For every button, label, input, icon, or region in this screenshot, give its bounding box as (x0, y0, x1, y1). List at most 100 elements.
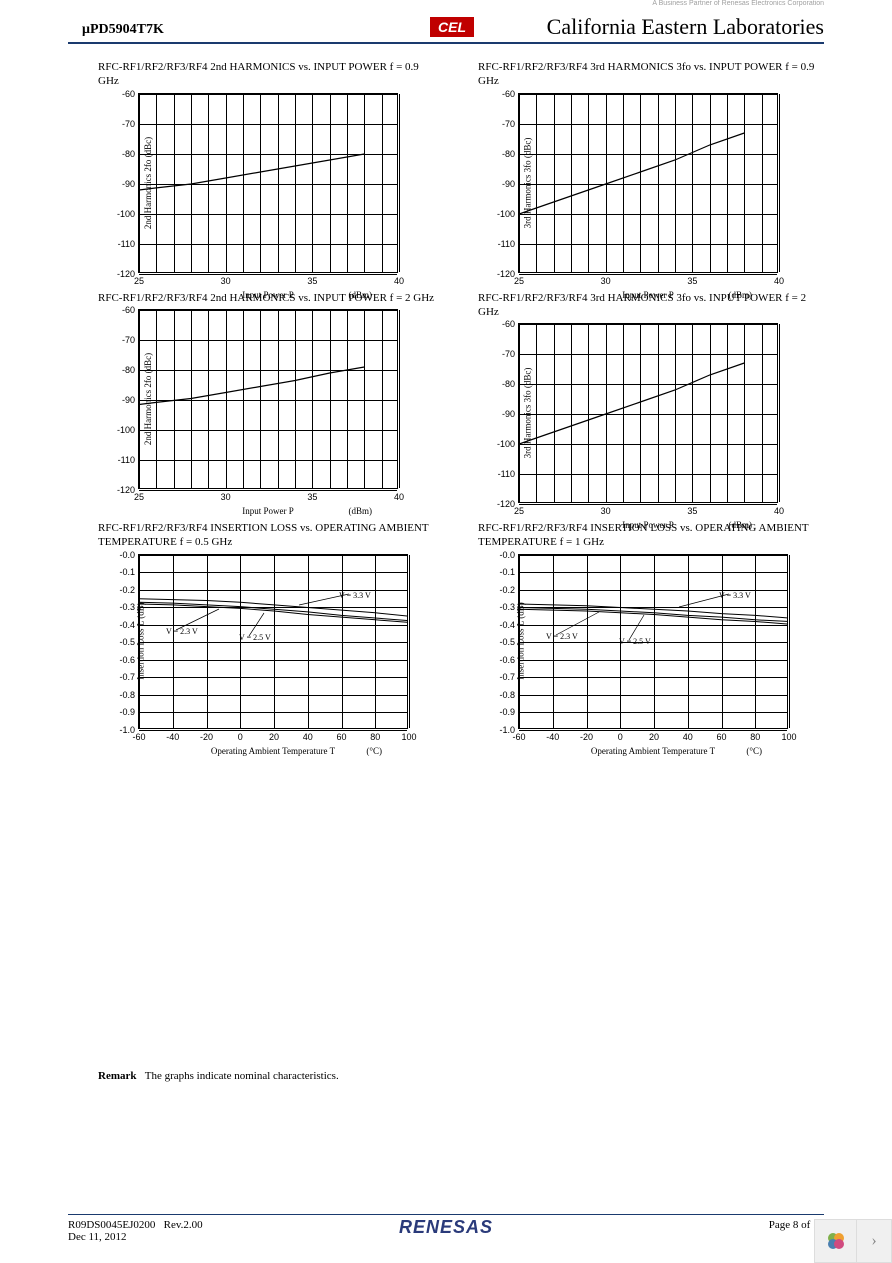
xtick-label: -20 (580, 728, 593, 742)
chart-box: -120-110-100-90-80-70-6025303540Input Po… (138, 309, 438, 489)
chart-c3: RFC-RF1/RF2/RF3/RF4 2nd HARMONICS vs. IN… (98, 291, 438, 504)
plot-area: -1.0-0.9-0.8-0.7-0.6-0.5-0.4-0.3-0.2-0.1… (138, 554, 408, 729)
remark-label: Remark (98, 1070, 137, 1082)
xtick-label: 20 (649, 728, 659, 742)
chart-row-1: RFC-RF1/RF2/RF3/RF4 2nd HARMONICS vs. IN… (98, 60, 818, 273)
ytick-label: -110 (498, 239, 519, 249)
ytick-label: -0.0 (119, 550, 139, 560)
xtick-label: 40 (683, 728, 693, 742)
ytick-label: -0.9 (499, 707, 519, 717)
ytick-label: -0.8 (119, 690, 139, 700)
ytick-label: -0.2 (119, 585, 139, 595)
renesas-logo-icon: RENESAS (399, 1217, 493, 1237)
plot-area: -120-110-100-90-80-70-6025303540Input Po… (518, 93, 778, 273)
ytick-label: -0.1 (119, 567, 139, 577)
chart-title: RFC-RF1/RF2/RF3/RF4 2nd HARMONICS vs. IN… (98, 291, 438, 305)
corner-next-icon[interactable]: › (857, 1220, 891, 1262)
chart-box: -120-110-100-90-80-70-6025303540Input Po… (518, 323, 818, 503)
xtick-label: 80 (750, 728, 760, 742)
annotation-lines (519, 555, 787, 728)
remark: Remark The graphs indicate nominal chara… (98, 1070, 339, 1082)
corner-flower-icon[interactable] (815, 1220, 857, 1262)
series-svg (519, 555, 787, 728)
page-footer: R09DS0045EJ0200 Rev.2.00 Dec 11, 2012 RE… (68, 1214, 824, 1243)
chart-c5: RFC-RF1/RF2/RF3/RF4 INSERTION LOSS vs. O… (98, 521, 438, 729)
chart-row-3: RFC-RF1/RF2/RF3/RF4 INSERTION LOSS vs. O… (98, 521, 818, 729)
doc-id: R09DS0045EJ0200 (68, 1219, 155, 1231)
mu-symbol: μ (82, 22, 90, 37)
chart-title: RFC-RF1/RF2/RF3/RF4 3rd HARMONICS 3fo vs… (478, 291, 818, 320)
xtick-label: 80 (370, 728, 380, 742)
annotation-label: V = 2.5 V (619, 637, 651, 646)
xlabel-unit: (°C) (366, 746, 382, 756)
data-series (519, 604, 787, 618)
ytick-label: -80 (502, 149, 519, 159)
chart-box: -120-110-100-90-80-70-6025303540Input Po… (138, 93, 438, 273)
chart-row-2: RFC-RF1/RF2/RF3/RF4 2nd HARMONICS vs. IN… (98, 291, 818, 504)
ytick-label: -110 (498, 469, 519, 479)
xtick-label: -40 (166, 728, 179, 742)
ytick-label: -0.9 (119, 707, 139, 717)
footer-left: R09DS0045EJ0200 Rev.2.00 Dec 11, 2012 (68, 1219, 203, 1243)
ylabel: 3rd Harmonics 3fo (dBc) (522, 368, 532, 459)
remark-text: The graphs indicate nominal characterist… (145, 1070, 339, 1082)
chart-c2: RFC-RF1/RF2/RF3/RF4 3rd HARMONICS 3fo vs… (478, 60, 818, 273)
annotation-label: V = 2.5 V (239, 633, 271, 642)
xtick-label: 20 (269, 728, 279, 742)
corner-widget[interactable]: › (814, 1219, 892, 1263)
xtick-label: -20 (200, 728, 213, 742)
xlabel-unit: (°C) (746, 746, 762, 756)
xtick-label: 30 (221, 272, 231, 286)
chart-box: -1.0-0.9-0.8-0.7-0.6-0.5-0.4-0.3-0.2-0.1… (518, 554, 818, 729)
ylabel: 2nd Harmonics 2fo (dBc) (143, 136, 153, 228)
chart-title: RFC-RF1/RF2/RF3/RF4 3rd HARMONICS 3fo vs… (478, 60, 818, 89)
xtick-label: 0 (618, 728, 623, 742)
xtick-label: 30 (221, 488, 231, 502)
data-series (519, 609, 787, 624)
xtick-label: 35 (687, 272, 697, 286)
chart-box: -120-110-100-90-80-70-6025303540Input Po… (518, 93, 818, 273)
xtick-label: -40 (546, 728, 559, 742)
footer-center: RENESAS (399, 1217, 493, 1238)
xtick-label: 35 (687, 502, 697, 516)
annotation-label: V = 3.3 V (339, 591, 371, 600)
cel-company-name: California Eastern Laboratories (547, 14, 824, 40)
xtick-label: 30 (601, 272, 611, 286)
data-series (519, 607, 787, 621)
ytick-label: -90 (502, 179, 519, 189)
ytick-label: -100 (497, 209, 519, 219)
ylabel: 3rd Harmonics 3fo (dBc) (522, 137, 532, 228)
ytick-label: -100 (497, 439, 519, 449)
chart-c6: RFC-RF1/RF2/RF3/RF4 INSERTION LOSS vs. O… (478, 521, 818, 729)
ytick-label: -60 (502, 319, 519, 329)
xtick-label: 25 (514, 272, 524, 286)
ytick-label: -70 (502, 119, 519, 129)
chart-title: RFC-RF1/RF2/RF3/RF4 2nd HARMONICS vs. IN… (98, 60, 438, 89)
plot-area: -120-110-100-90-80-70-6025303540Input Po… (518, 323, 778, 503)
series-svg (139, 555, 407, 728)
page: μPD5904T7K A Business Partner of Renesas… (68, 0, 824, 1263)
xtick-label: 40 (394, 272, 404, 286)
xtick-label: 35 (307, 488, 317, 502)
series-svg (519, 324, 777, 502)
chart-c1: RFC-RF1/RF2/RF3/RF4 2nd HARMONICS vs. IN… (98, 60, 438, 273)
chart-box: -1.0-0.9-0.8-0.7-0.6-0.5-0.4-0.3-0.2-0.1… (138, 554, 438, 729)
series-svg (139, 94, 397, 272)
plot-area: -120-110-100-90-80-70-6025303540Input Po… (138, 309, 398, 489)
xtick-label: 40 (394, 488, 404, 502)
ytick-label: -110 (118, 239, 139, 249)
chart-title: RFC-RF1/RF2/RF3/RF4 INSERTION LOSS vs. O… (478, 521, 818, 550)
xtick-label: 60 (336, 728, 346, 742)
xtick-label: 30 (601, 502, 611, 516)
charts-grid: RFC-RF1/RF2/RF3/RF4 2nd HARMONICS vs. IN… (98, 60, 818, 747)
annotation-label: V = 3.3 V (719, 591, 751, 600)
xtick-label: 40 (774, 502, 784, 516)
chart-title: RFC-RF1/RF2/RF3/RF4 INSERTION LOSS vs. O… (98, 521, 438, 550)
ytick-label: -60 (122, 89, 139, 99)
ytick-label: -80 (122, 149, 139, 159)
ytick-label: -90 (122, 395, 139, 405)
xtick-label: 100 (401, 728, 416, 742)
xtick-label: -60 (512, 728, 525, 742)
ytick-label: -90 (502, 409, 519, 419)
chart-c4: RFC-RF1/RF2/RF3/RF4 3rd HARMONICS 3fo vs… (478, 291, 818, 504)
